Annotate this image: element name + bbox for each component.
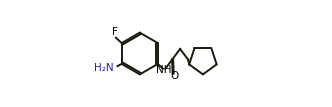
Text: H₂N: H₂N <box>94 63 114 73</box>
Text: NH: NH <box>156 65 172 75</box>
Text: O: O <box>170 71 179 81</box>
Text: F: F <box>112 27 118 37</box>
